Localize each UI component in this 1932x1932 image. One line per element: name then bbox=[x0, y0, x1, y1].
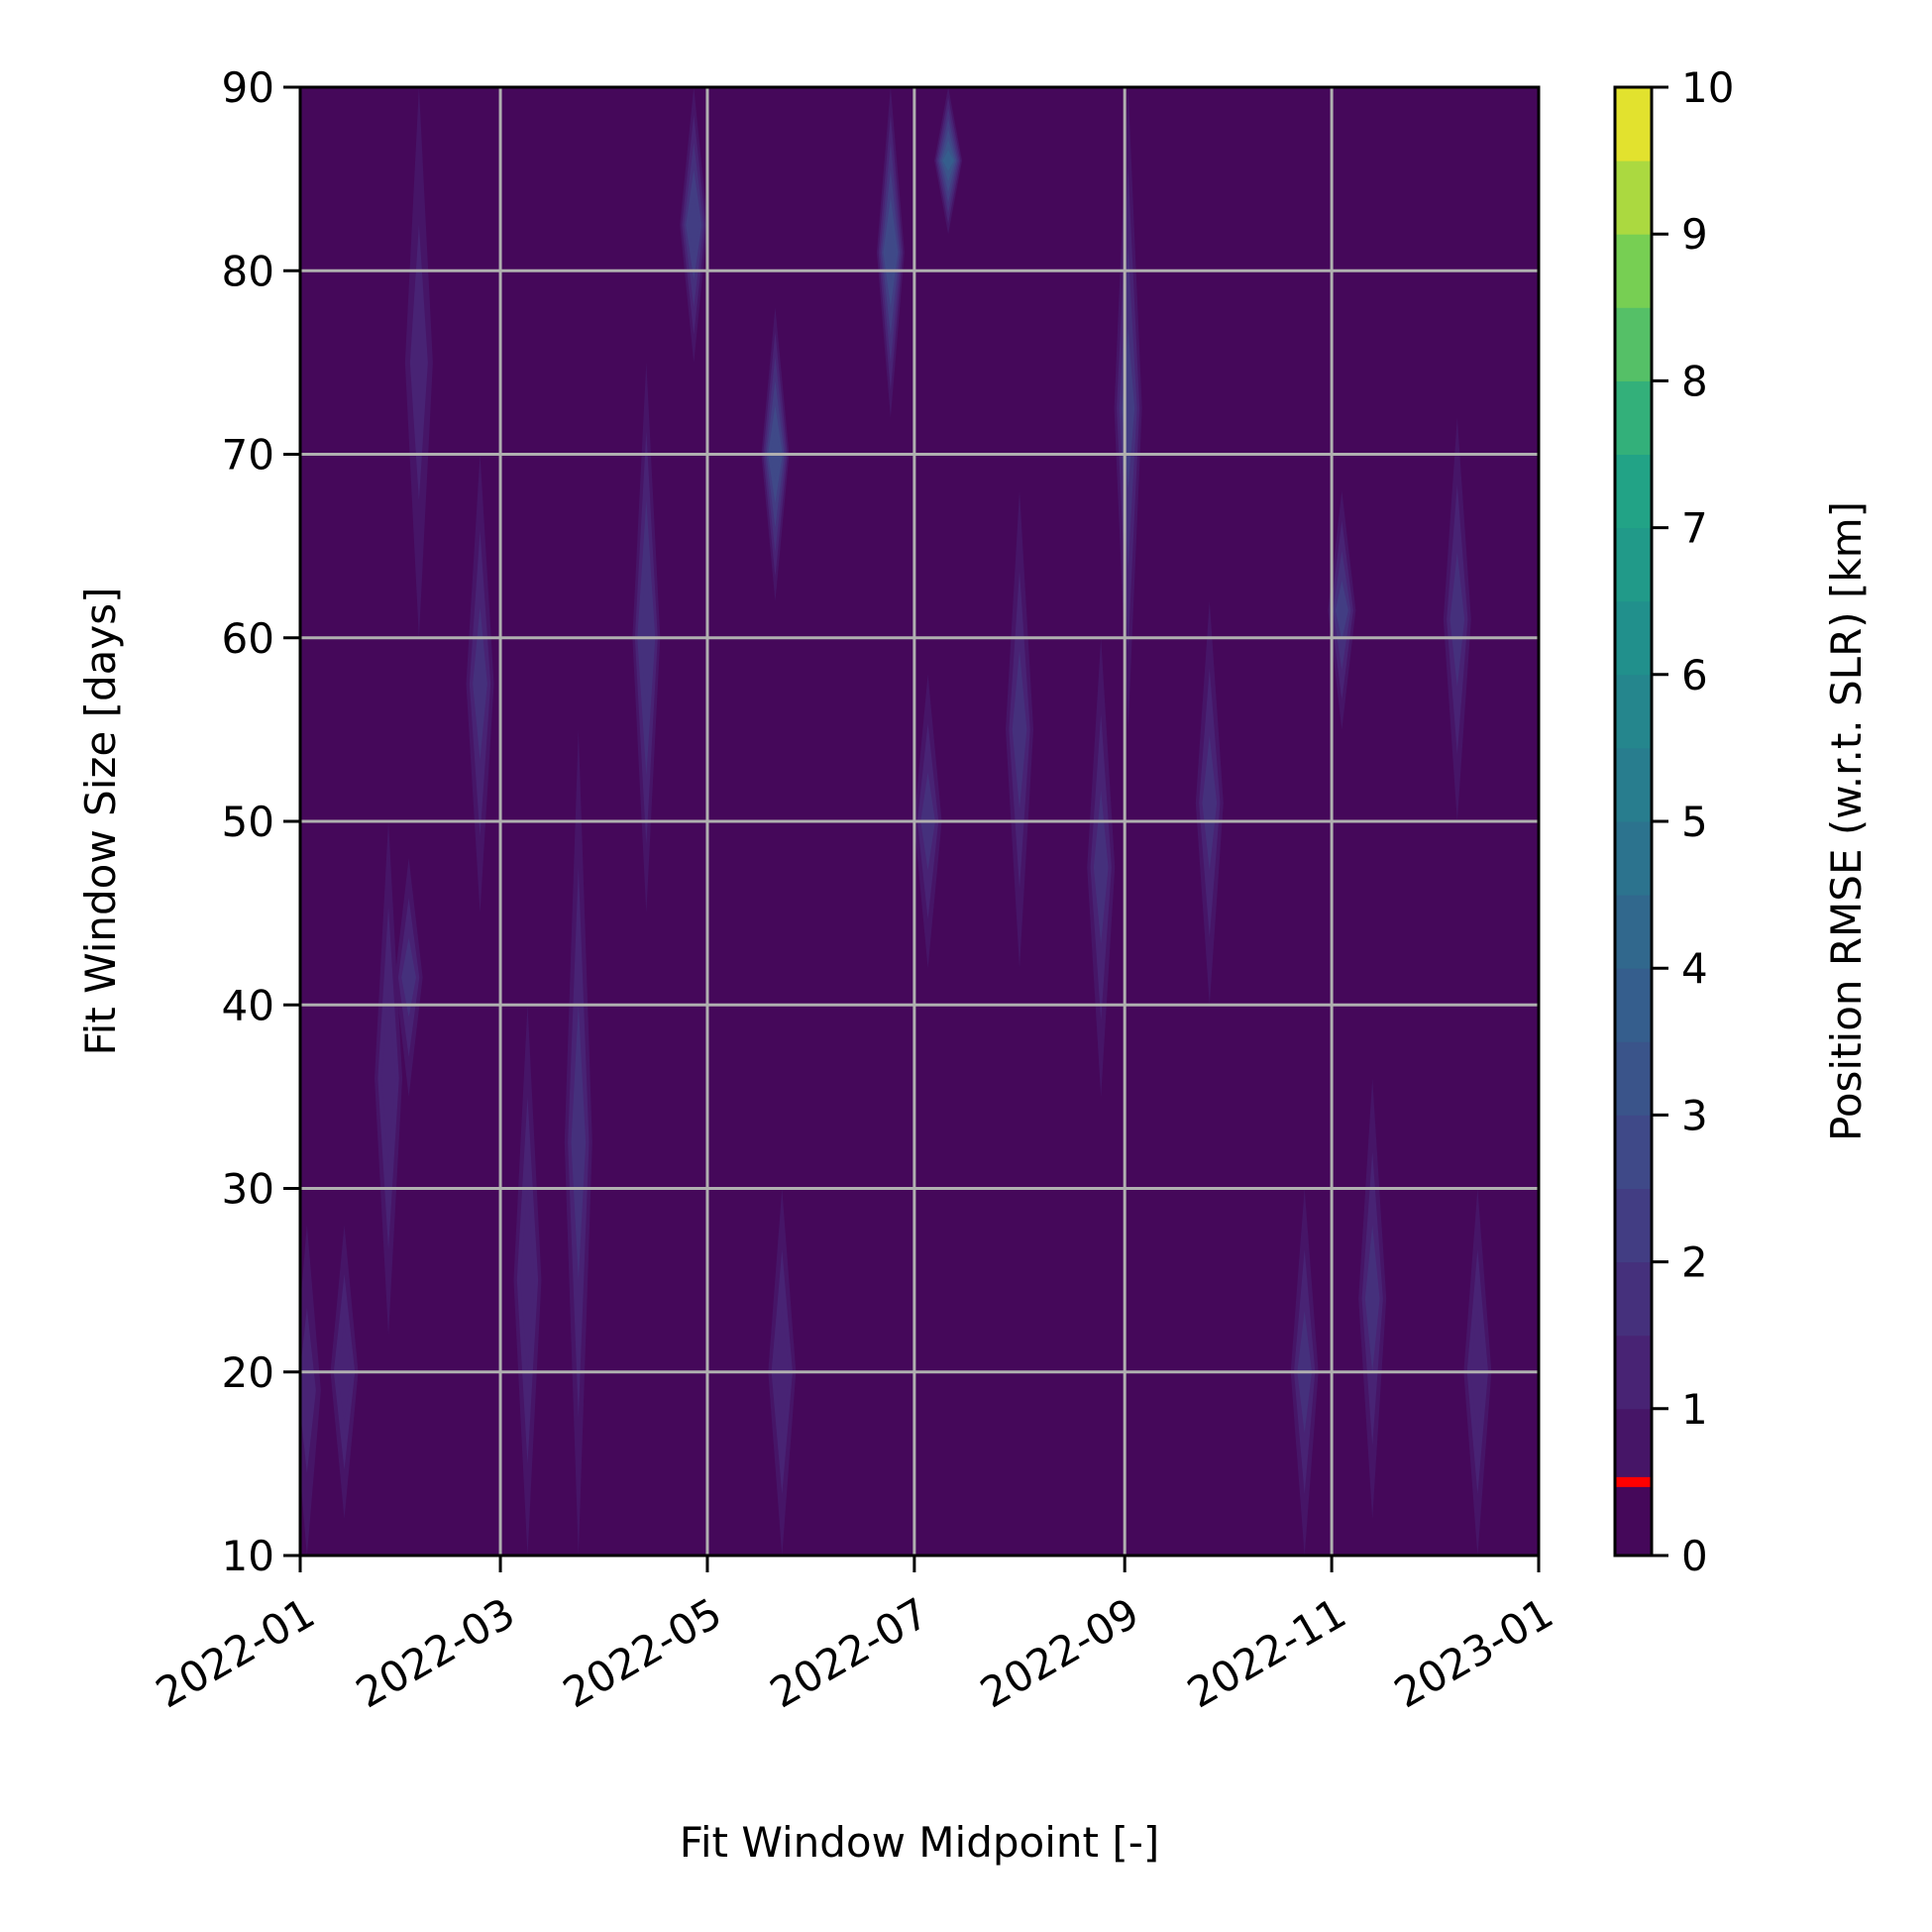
x-tick-label: 2022-11 bbox=[1179, 1588, 1353, 1717]
colorbar-level bbox=[1615, 1261, 1652, 1337]
colorbar-tick-label: 7 bbox=[1681, 504, 1708, 553]
colorbar-level bbox=[1615, 968, 1652, 1042]
contour-region bbox=[380, 992, 396, 1164]
x-tick-label: 2023-01 bbox=[1386, 1588, 1560, 1717]
contour-region bbox=[1093, 791, 1109, 944]
colorbar-level bbox=[1615, 234, 1652, 308]
colorbar-level bbox=[1615, 161, 1652, 235]
colorbar-level bbox=[1615, 600, 1652, 676]
x-tick-label: 2022-03 bbox=[348, 1588, 522, 1717]
contour-region bbox=[401, 937, 416, 1018]
contour-region bbox=[885, 224, 897, 280]
contour-region bbox=[520, 1188, 535, 1372]
colorbar: 0 1 2 3 4 5 6 7 8 9 10 bbox=[1613, 63, 1734, 1580]
contour-region bbox=[571, 1005, 587, 1281]
colorbar-level bbox=[1615, 674, 1652, 749]
y-tick-label: 90 bbox=[222, 63, 274, 112]
colorbar-level bbox=[1615, 527, 1652, 602]
colorbar-tick-label: 5 bbox=[1681, 798, 1708, 846]
colorbar-level bbox=[1615, 307, 1652, 381]
colorbar-level bbox=[1615, 747, 1652, 822]
colorbar-level bbox=[1615, 1188, 1652, 1263]
colorbar-tick-label: 9 bbox=[1681, 210, 1708, 259]
colorbar-tick-label: 3 bbox=[1681, 1091, 1708, 1139]
y-tick-label: 40 bbox=[222, 981, 274, 1029]
colorbar-ticks: 0 1 2 3 4 5 6 7 8 9 10 bbox=[1652, 63, 1734, 1580]
contour-region bbox=[300, 1307, 316, 1473]
y-tick-label: 80 bbox=[222, 247, 274, 295]
colorbar-level bbox=[1615, 87, 1652, 161]
y-tick-label: 30 bbox=[222, 1165, 274, 1214]
colorbar-tick-label: 2 bbox=[1681, 1238, 1708, 1287]
colorbar-level bbox=[1615, 1041, 1652, 1116]
colorbar-level bbox=[1615, 1481, 1652, 1556]
contour-region bbox=[688, 197, 700, 253]
colorbar-level bbox=[1615, 380, 1652, 455]
x-tick-label: 2022-09 bbox=[972, 1588, 1146, 1717]
colorbar-level bbox=[1615, 821, 1652, 896]
contour-region bbox=[942, 150, 954, 171]
x-axis: 2022-01 2022-03 2022-05 2022-07 2022-09 2022-… bbox=[148, 1556, 1561, 1717]
colorbar-frame bbox=[1613, 85, 1654, 1557]
colorbar-tick-label: 6 bbox=[1681, 651, 1708, 699]
plot-area bbox=[298, 85, 1541, 1557]
colorbar-level bbox=[1615, 895, 1652, 969]
contour-region bbox=[473, 606, 487, 761]
x-tick-label: 2022-01 bbox=[148, 1588, 322, 1717]
colorbar-level bbox=[1615, 1335, 1652, 1410]
contour-region bbox=[1012, 650, 1027, 809]
contour-region bbox=[409, 224, 428, 500]
colorbar-tick-label: 10 bbox=[1681, 63, 1734, 112]
colorbar-tick-label: 0 bbox=[1681, 1532, 1708, 1580]
y-tick-label: 60 bbox=[222, 614, 274, 663]
colorbar-tick-label: 8 bbox=[1681, 357, 1708, 405]
x-tick-label: 2022-07 bbox=[762, 1588, 936, 1717]
x-axis-title: Fit Window Midpoint [-] bbox=[680, 1818, 1160, 1867]
contour-region bbox=[1202, 735, 1218, 871]
x-tick-label: 2022-05 bbox=[555, 1588, 729, 1717]
y-axis-title: Fit Window Size [days] bbox=[76, 587, 125, 1055]
grid-lines bbox=[300, 87, 1539, 1556]
y-tick-label: 10 bbox=[222, 1532, 274, 1580]
colorbar-level bbox=[1615, 1115, 1652, 1189]
colorbar-title: Position RMSE (w.r.t. SLR) [km] bbox=[1822, 501, 1871, 1141]
contour-region bbox=[1364, 1225, 1380, 1372]
y-tick-label: 20 bbox=[222, 1348, 274, 1397]
colorbar-tick-label: 1 bbox=[1681, 1385, 1708, 1434]
colorbar-tick-label: 4 bbox=[1681, 944, 1708, 993]
contour-region bbox=[1335, 580, 1348, 641]
colorbar-level bbox=[1615, 1408, 1652, 1483]
y-tick-label: 50 bbox=[222, 798, 274, 846]
colorbar-level bbox=[1615, 454, 1652, 529]
colorbar-levels bbox=[1615, 87, 1652, 1556]
y-tick-label: 70 bbox=[222, 431, 274, 480]
y-axis: 10 20 30 40 50 60 70 80 90 bbox=[222, 63, 300, 1580]
contour-region bbox=[1449, 552, 1465, 688]
